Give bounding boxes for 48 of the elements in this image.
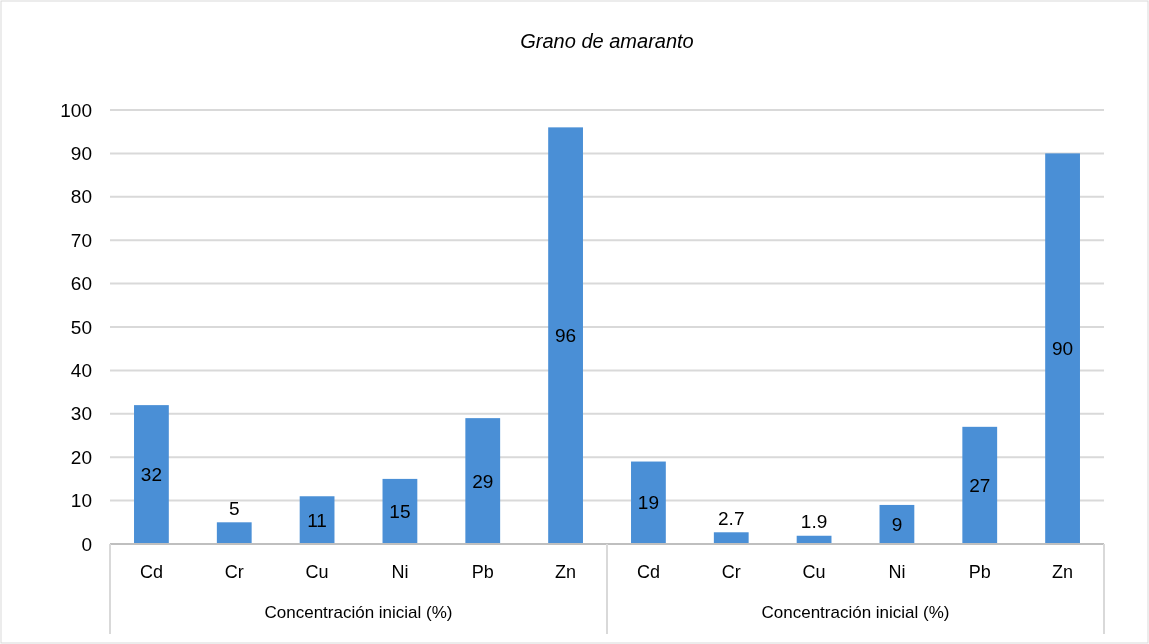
x-tick-label: Cd [139, 562, 163, 582]
x-tick-label: Cr [721, 562, 741, 582]
x-tick-label: Ni [391, 562, 409, 582]
data-label: 19 [637, 492, 659, 514]
data-label: 15 [389, 501, 411, 523]
text: Concentración inicial (%) [761, 603, 950, 622]
data-label: 1.9 [800, 511, 828, 533]
x-tick-label: Ni [888, 562, 906, 582]
y-tick-label: 50 [70, 316, 92, 338]
y-tick-label: 80 [70, 186, 92, 208]
data-label: 29 [472, 470, 494, 492]
bar [962, 426, 998, 544]
bar [631, 461, 666, 544]
x-tick-label: Zn [1052, 562, 1074, 582]
data-label: 32 [140, 464, 162, 486]
text: Concentración inicial (%) [264, 603, 453, 622]
data-label: 27 [969, 475, 991, 497]
y-tick-label: 40 [70, 360, 92, 382]
y-tick-label: 60 [70, 273, 92, 295]
y-tick-label: 20 [70, 446, 92, 468]
data-label: 5 [228, 497, 240, 519]
chart-title: Grano de amaranto [520, 30, 694, 52]
data-label: 9 [891, 514, 903, 536]
bar [1045, 153, 1080, 544]
bar [465, 418, 501, 544]
y-tick-label: 90 [70, 143, 92, 165]
x-tick-label: Cu [802, 562, 826, 582]
y-tick-label: 70 [70, 229, 92, 251]
x-tick-label: Pb [471, 562, 494, 582]
x-tick-label: Cu [305, 562, 329, 582]
bar [134, 405, 169, 544]
bar [382, 478, 418, 544]
data-label: 90 [1052, 338, 1074, 360]
bar [216, 522, 252, 544]
x-tick-label: Cd [636, 562, 660, 582]
bar [299, 496, 335, 544]
x-tick-label: Zn [555, 562, 577, 582]
bar [713, 532, 749, 544]
bar [548, 127, 583, 544]
y-tick-label: 0 [81, 533, 92, 555]
data-label: 96 [555, 325, 577, 347]
x-tick-label: Cr [224, 562, 244, 582]
x-tick-label: Pb [968, 562, 991, 582]
data-label: 2.7 [718, 507, 745, 529]
data-label: 11 [307, 509, 327, 531]
y-tick-label: 100 [60, 99, 92, 121]
y-tick-label: 30 [70, 403, 92, 425]
y-tick-label: 10 [70, 490, 92, 512]
